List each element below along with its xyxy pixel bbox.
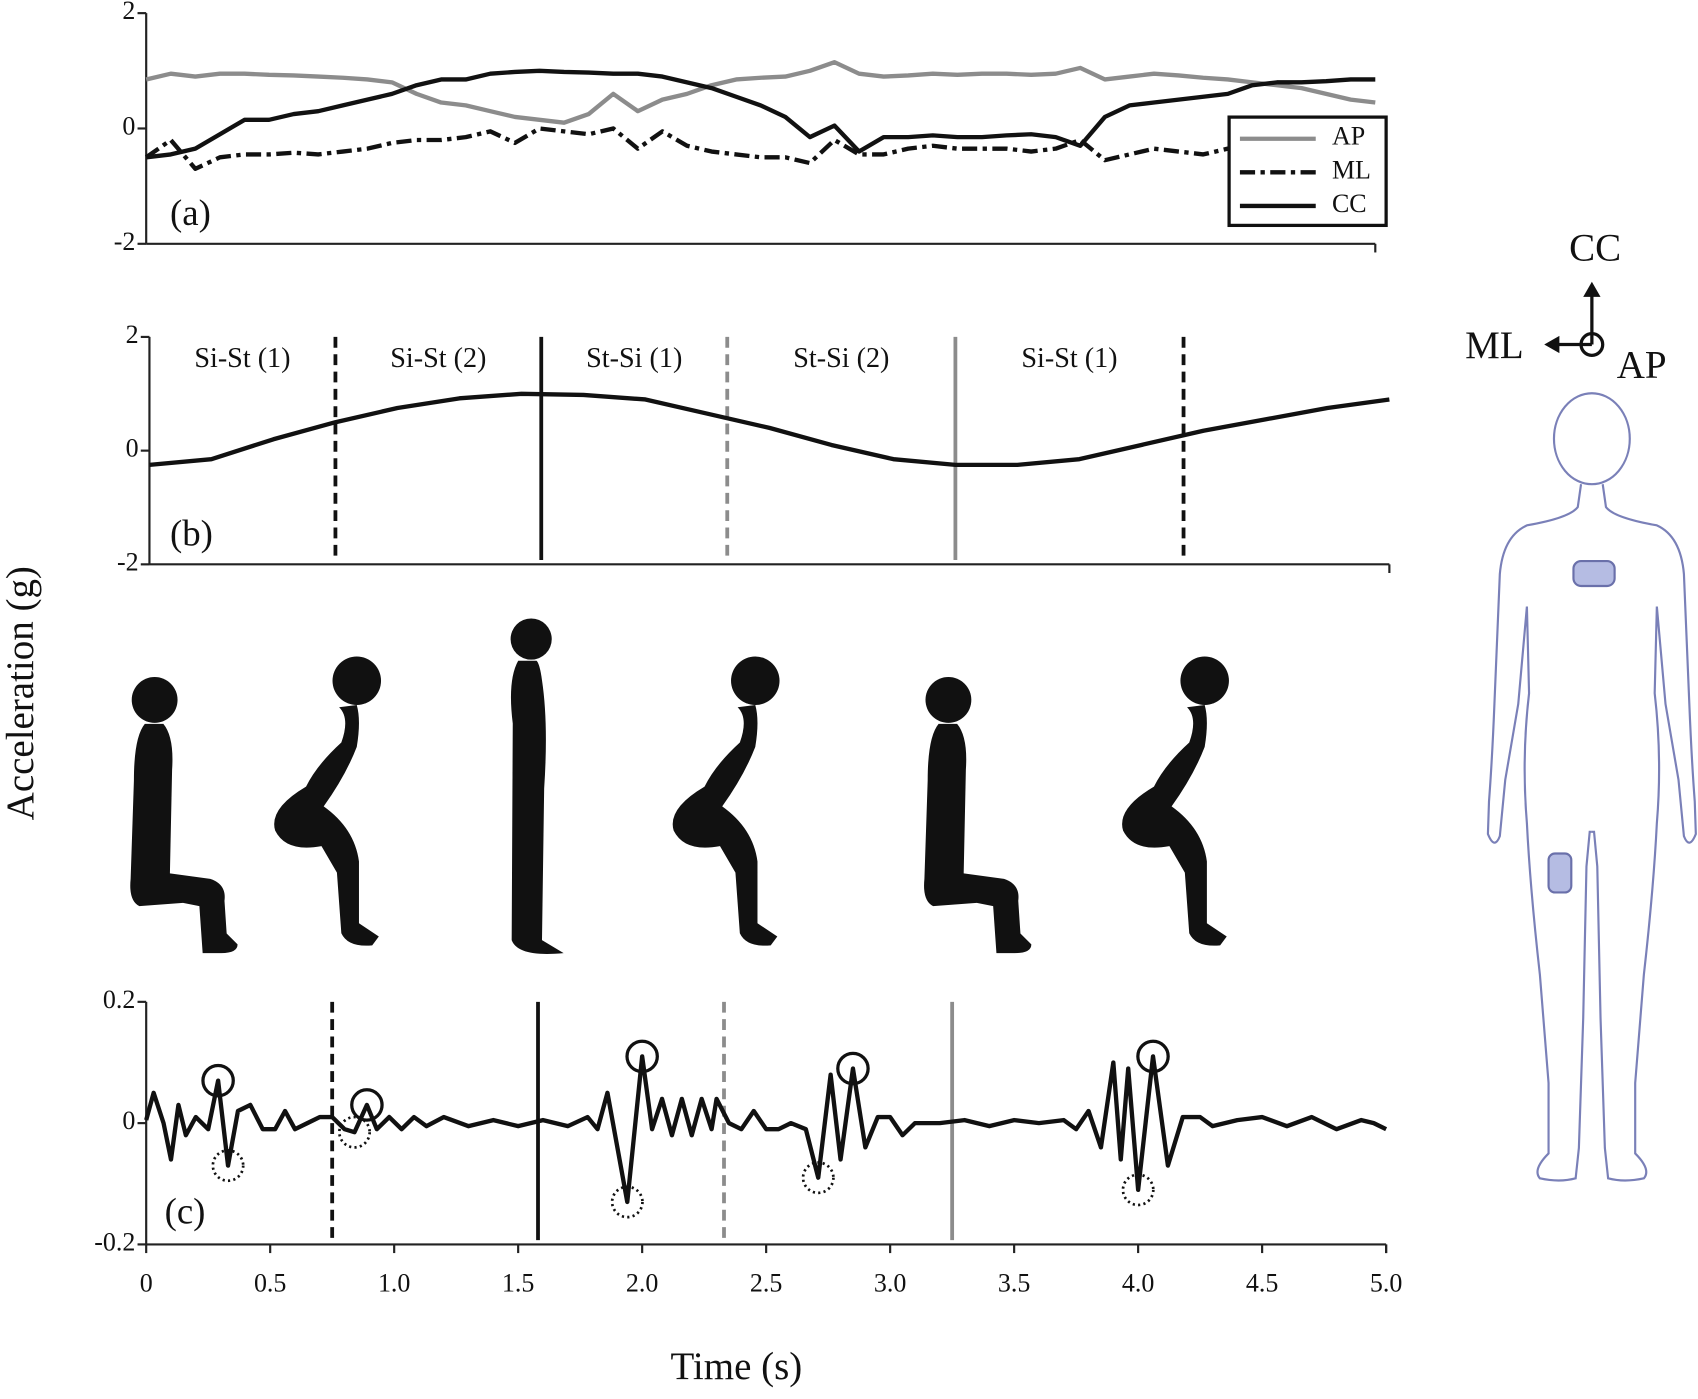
body-head xyxy=(1552,392,1631,486)
phase-label: Si-St (1) xyxy=(1021,343,1117,374)
sensor-thigh xyxy=(1547,852,1573,894)
data-line xyxy=(144,1054,1388,1205)
axis-label-ml: ML xyxy=(1465,324,1523,367)
y-tick-label: 0 xyxy=(122,111,135,140)
x-tick-label: 3.0 xyxy=(874,1269,906,1298)
standing-figure xyxy=(510,618,564,954)
axis-label-cc: CC xyxy=(1569,226,1621,269)
panel-label: (c) xyxy=(165,1191,206,1232)
peak-circle xyxy=(201,1063,235,1098)
peak-circle xyxy=(625,1039,659,1074)
peak-circle xyxy=(350,1088,384,1122)
panel: -0.200.20 0.5 1.0 1.5 2.0 2.5 3.0 3.5 4.0 4.5 5.0(… xyxy=(94,985,1402,1298)
arrow-heads xyxy=(1544,281,1601,354)
peak-circle xyxy=(1136,1039,1170,1074)
panel-label: (b) xyxy=(170,513,213,554)
peak-circle xyxy=(836,1051,870,1086)
x-tick-label: 1.0 xyxy=(378,1269,410,1298)
phase-label: Si-St (1) xyxy=(194,343,290,374)
y-tick-label: 2 xyxy=(126,320,139,349)
trough-circle xyxy=(610,1185,644,1219)
squatting-figure xyxy=(672,656,780,946)
y-tick-label: -2 xyxy=(114,227,136,256)
x-axis-title: Time (s) xyxy=(671,1345,803,1388)
x-tick-label: 5.0 xyxy=(1370,1269,1402,1298)
trough-circle xyxy=(801,1161,835,1195)
silhouettes xyxy=(130,618,1229,954)
legend-label: AP xyxy=(1332,122,1365,151)
x-tick-label: 3.5 xyxy=(998,1269,1030,1298)
y-tick-label: -0.2 xyxy=(94,1227,135,1256)
legend-label: ML xyxy=(1332,155,1371,184)
x-tick-label: 0 xyxy=(140,1269,153,1298)
x-tick-label: 1.5 xyxy=(502,1269,534,1298)
squatting-figure xyxy=(274,656,382,946)
y-tick-label: -2 xyxy=(117,547,139,576)
x-tick-label: 0.5 xyxy=(254,1269,286,1298)
phase-label: Si-St (2) xyxy=(390,343,486,374)
axes-glyph xyxy=(1555,292,1605,357)
x-tick-label: 4.5 xyxy=(1246,1269,1278,1298)
body-diagram: CC ML AP xyxy=(1465,226,1697,1182)
body-left xyxy=(1486,483,1593,1182)
panel: -2 0 2 Si-St (1) Si-St (2) St-Si (1) St-Si (2)… xyxy=(117,320,1391,576)
y-axis-title: Acceleration (g) xyxy=(0,566,42,820)
legend-label: CC xyxy=(1332,189,1367,218)
data-line xyxy=(149,391,1390,468)
x-tick-label: 2.5 xyxy=(750,1269,782,1298)
phase-label: St-Si (1) xyxy=(586,343,682,374)
y-tick-label: 2 xyxy=(122,0,135,25)
panel-label: (a) xyxy=(170,192,211,233)
sensor-chest xyxy=(1572,560,1616,588)
axis-label-ap: AP xyxy=(1617,343,1667,386)
y-tick-label: 0 xyxy=(126,434,139,463)
panel: -2 0 2 (a) AP ML CC xyxy=(114,0,1388,256)
x-tick-label: 4.0 xyxy=(1122,1269,1154,1298)
y-tick-label: 0.2 xyxy=(103,985,135,1014)
body-right xyxy=(1590,483,1697,1182)
data-line xyxy=(145,59,1376,125)
y-tick-label: 0 xyxy=(122,1106,135,1135)
phase-label: St-Si (2) xyxy=(793,343,889,374)
trough-circle xyxy=(1121,1173,1155,1207)
trough-circle xyxy=(211,1149,245,1183)
squatting-figure xyxy=(1122,656,1229,946)
data-line xyxy=(144,126,1376,171)
trough-circle xyxy=(337,1115,372,1149)
sitting-figure xyxy=(130,677,238,954)
x-tick-label: 2.0 xyxy=(626,1269,658,1298)
sitting-figure xyxy=(924,677,1032,954)
data-line xyxy=(145,68,1376,160)
